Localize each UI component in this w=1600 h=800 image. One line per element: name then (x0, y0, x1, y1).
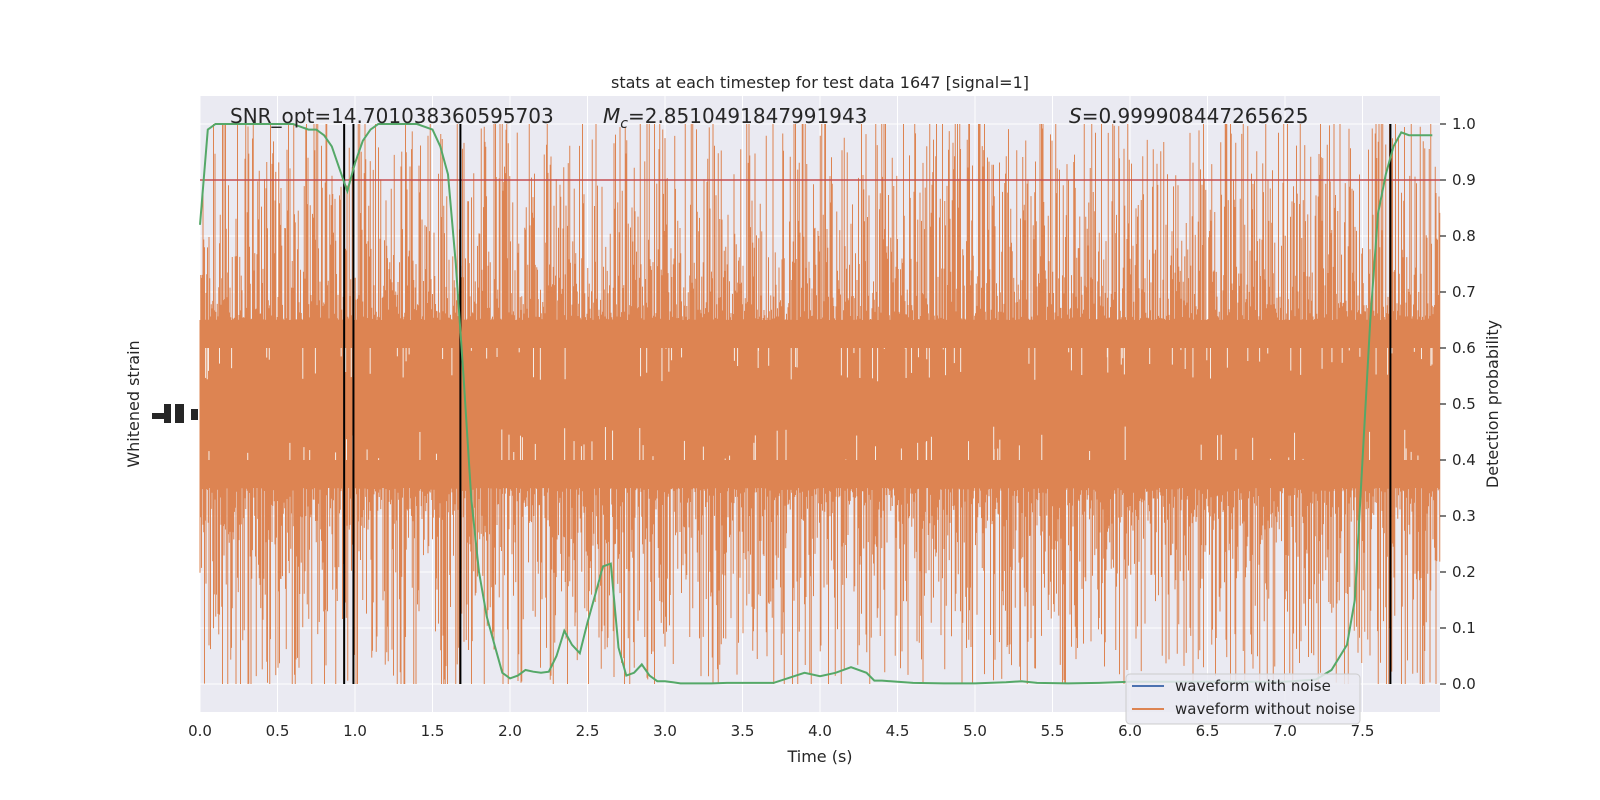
x-tick-label: 7.0 (1273, 722, 1297, 740)
x-tick-label: 2.0 (498, 722, 522, 740)
noise-band (199, 124, 1441, 684)
y-tick-label: 0.6 (1452, 339, 1476, 357)
left-axis-squashed-ticks (152, 404, 198, 423)
noise-spikes (199, 124, 1441, 684)
x-axis-label: Time (s) (786, 747, 852, 766)
y-tick-label: 0.0 (1452, 675, 1476, 693)
x-tick-label: 6.5 (1196, 722, 1220, 740)
y-ticks-right: 0.0 0.1 0.2 0.3 0.4 0.5 0.6 0.7 0.8 0.9 1.0 (1440, 115, 1476, 693)
y-tick-label: 0.9 (1452, 171, 1476, 189)
vertical-lines (343, 124, 1392, 684)
x-tick-label: 3.5 (731, 722, 755, 740)
mc-subscript: c (620, 116, 628, 132)
s-value: =0.999908447265625 (1082, 104, 1309, 128)
snr-annotation: SNR_opt=14.701038360595703 (230, 104, 554, 128)
legend-box (1125, 673, 1361, 725)
x-tick-label: 0.5 (266, 722, 290, 740)
y-axis-label-left: Whitened strain (124, 340, 143, 467)
y-tick-label: 0.8 (1452, 227, 1476, 245)
x-tick-label: 2.5 (576, 722, 600, 740)
x-tick-label: 6.0 (1118, 722, 1142, 740)
x-tick-label: 1.5 (421, 722, 445, 740)
y-tick-label: 0.3 (1452, 507, 1476, 525)
mc-value: =2.8510491847991943 (628, 104, 867, 128)
x-tick-label: 7.5 (1351, 722, 1375, 740)
x-tick-label: 4.5 (886, 722, 910, 740)
chart-title: stats at each timestep for test data 164… (611, 73, 1029, 92)
y-tick-label: 0.4 (1452, 451, 1476, 469)
x-tick-label: 5.5 (1041, 722, 1065, 740)
legend: waveform with noise waveform without noi… (1125, 673, 1361, 725)
y-axis-label-right: Detection probability (1483, 320, 1502, 488)
x-tick-label: 1.0 (343, 722, 367, 740)
x-tick-label: 5.0 (963, 722, 987, 740)
mc-symbol: M (603, 104, 620, 128)
y-tick-label: 0.7 (1452, 283, 1476, 301)
x-tick-label: 3.0 (653, 722, 677, 740)
legend-label-with-noise: waveform with noise (1175, 677, 1331, 695)
x-tick-label: 0.0 (188, 722, 212, 740)
y-tick-label: 0.2 (1452, 563, 1476, 581)
y-tick-label: 0.5 (1452, 395, 1476, 413)
y-tick-label: 1.0 (1452, 115, 1476, 133)
s-annotation: S=0.999908447265625 (1069, 104, 1308, 128)
mc-annotation: Mc=2.8510491847991943 (603, 104, 867, 132)
x-tick-label: 4.0 (808, 722, 832, 740)
legend-label-without-noise: waveform without noise (1175, 700, 1355, 718)
s-symbol: S (1069, 104, 1082, 128)
y-tick-label: 0.1 (1452, 619, 1476, 637)
x-ticks: 0.0 0.5 1.0 1.5 2.0 2.5 3.0 3.5 4.0 4.5 5.0 5.5 6.0 6… (188, 722, 1374, 740)
